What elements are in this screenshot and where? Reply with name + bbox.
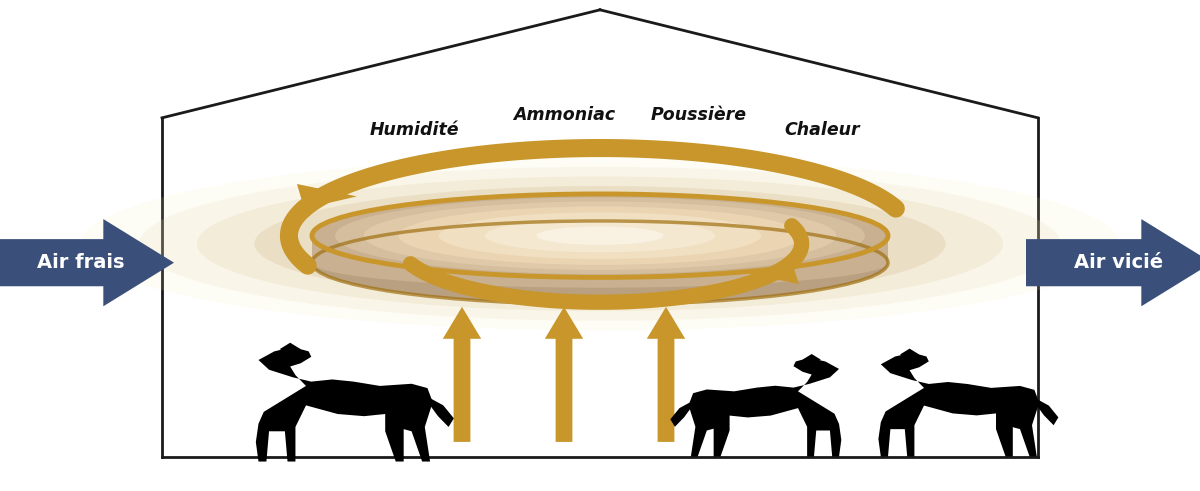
Ellipse shape <box>312 221 888 304</box>
Text: Air frais: Air frais <box>37 253 125 272</box>
Polygon shape <box>296 184 356 209</box>
Ellipse shape <box>335 197 865 274</box>
FancyArrow shape <box>545 307 583 442</box>
Polygon shape <box>689 358 841 457</box>
FancyArrow shape <box>443 307 481 442</box>
Ellipse shape <box>254 186 946 301</box>
Text: Air vicié: Air vicié <box>1074 253 1164 272</box>
Polygon shape <box>256 347 433 462</box>
FancyArrow shape <box>647 307 685 442</box>
Polygon shape <box>0 219 174 306</box>
Ellipse shape <box>364 201 836 270</box>
Text: Ammoniac: Ammoniac <box>512 107 616 124</box>
Text: Chaleur: Chaleur <box>784 121 860 139</box>
Polygon shape <box>803 354 821 364</box>
Polygon shape <box>1026 219 1200 306</box>
Ellipse shape <box>485 219 715 252</box>
Polygon shape <box>1030 398 1058 425</box>
Polygon shape <box>312 236 888 288</box>
Ellipse shape <box>536 226 664 245</box>
Polygon shape <box>900 349 919 359</box>
Text: Humidité: Humidité <box>370 121 458 139</box>
Polygon shape <box>671 401 697 427</box>
Ellipse shape <box>197 176 1003 311</box>
Ellipse shape <box>439 212 761 259</box>
Polygon shape <box>280 343 301 355</box>
Polygon shape <box>878 353 1039 457</box>
Text: Poussière: Poussière <box>650 107 746 124</box>
Ellipse shape <box>82 157 1118 330</box>
Ellipse shape <box>139 167 1061 321</box>
Ellipse shape <box>398 206 802 265</box>
Polygon shape <box>422 397 454 427</box>
Polygon shape <box>744 262 799 284</box>
Ellipse shape <box>312 194 888 277</box>
